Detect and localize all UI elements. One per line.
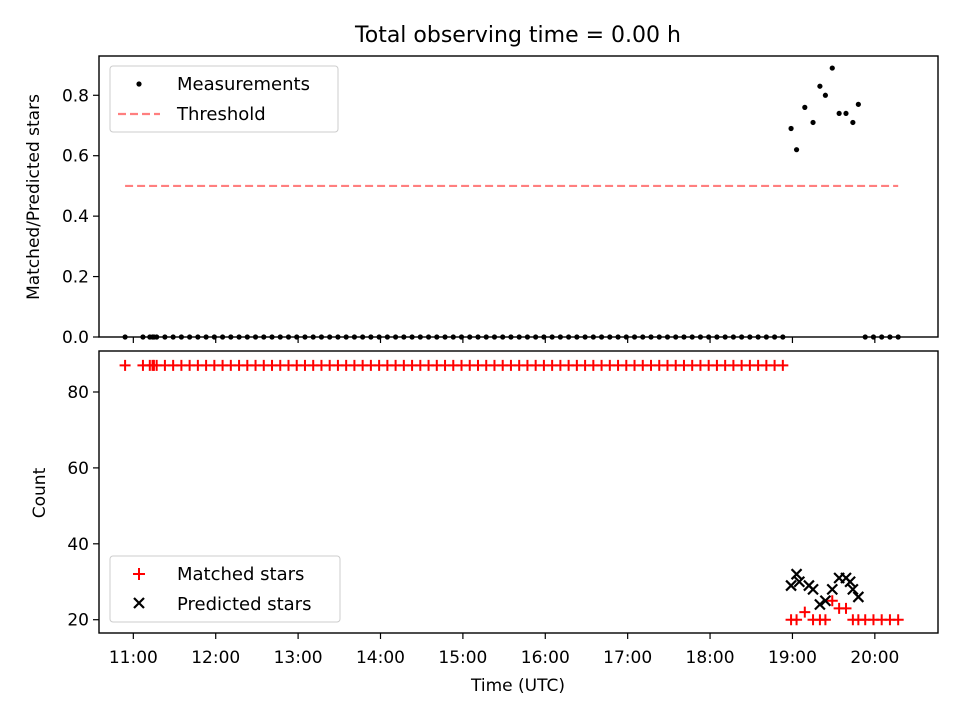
measurement-point xyxy=(850,119,856,126)
top-y-tick-label: 0.6 xyxy=(62,147,89,167)
top-y-tick-label: 0.8 xyxy=(62,86,89,106)
bottom-axes-frame xyxy=(98,350,939,634)
predicted-star-point xyxy=(790,568,803,580)
measurement-point xyxy=(802,104,808,110)
legend-threshold-label: Threshold xyxy=(176,104,266,125)
measurement-point xyxy=(788,125,794,132)
x-tick-label: 13:00 xyxy=(274,648,323,668)
matched-star-point xyxy=(840,602,852,614)
x-tick-label: 14:00 xyxy=(356,648,405,668)
top-legend: Measurements Threshold xyxy=(109,65,339,133)
predicted-star-point xyxy=(814,598,826,611)
predicted-star-point xyxy=(807,583,819,596)
predicted-star-point xyxy=(819,594,832,607)
predicted-star-point xyxy=(852,591,865,603)
x-tick-label: 18:00 xyxy=(686,648,735,668)
x-tick-label: 17:00 xyxy=(603,648,652,668)
bottom-y-axis-ticks: 20 40 60 80 xyxy=(67,383,99,631)
predicted-star-point xyxy=(844,575,856,588)
x-tick-label: 16:00 xyxy=(521,648,570,668)
bottom-legend: Matched stars Predicted stars xyxy=(109,555,341,623)
measurement-point xyxy=(843,110,849,117)
x-tick-label: 11:00 xyxy=(109,648,158,668)
matched-star-point xyxy=(791,614,803,626)
measurement-point xyxy=(829,65,835,71)
top-panel: Total observing time = 0.00 h Matched/Pr… xyxy=(24,23,939,348)
bottom-y-axis-label: Count xyxy=(30,467,50,518)
legend-predicted-stars-marker xyxy=(133,597,145,609)
legend-predicted-stars-label: Predicted stars xyxy=(177,594,311,615)
matched-star-point xyxy=(799,606,811,618)
x-axis-ticks: 11:00 12:00 13:00 14:00 15:00 16:00 17:00 18:00… xyxy=(109,633,899,668)
top-y-tick-label: 0.0 xyxy=(62,328,89,348)
bottom-y-tick-label: 20 xyxy=(67,611,89,631)
predicted-star-point xyxy=(785,579,797,592)
measurement-point xyxy=(793,147,800,153)
measurement-point xyxy=(836,110,842,117)
legend-measurements-label: Measurements xyxy=(177,74,310,95)
chart-title: Total observing time = 0.00 h xyxy=(354,23,681,48)
top-y-axis-ticks: 0.0 0.2 0.4 0.6 0.8 xyxy=(62,86,876,348)
top-y-tick-label: 0.2 xyxy=(62,268,89,288)
measurement-point xyxy=(855,101,861,107)
x-tick-label: 20:00 xyxy=(850,648,899,668)
measurement-point xyxy=(822,92,829,98)
matched-star-point xyxy=(777,359,789,371)
bottom-panel: Count Time (UTC) 20 40 60 80 11:00 12:00 13:0… xyxy=(30,350,939,696)
matched-star-point xyxy=(819,614,831,626)
top-legend-box xyxy=(109,65,339,133)
legend-matched-stars-label: Matched stars xyxy=(177,564,304,585)
top-y-axis-label: Matched/Predicted stars xyxy=(24,94,44,300)
predicted-star-point xyxy=(847,583,859,596)
bottom-y-tick-label: 80 xyxy=(67,383,89,403)
predicted-star-point xyxy=(826,583,839,596)
predicted-star-point xyxy=(793,575,806,588)
x-axis-label: Time (UTC) xyxy=(470,676,565,696)
legend-matched-stars-marker xyxy=(133,568,145,580)
matched-star-point xyxy=(892,614,904,626)
bottom-plot-area xyxy=(119,359,904,626)
legend-measurements-marker xyxy=(136,81,142,87)
matched-star-point xyxy=(119,359,131,371)
top-axes-frame xyxy=(98,55,939,338)
top-y-tick-label: 0.4 xyxy=(62,207,89,227)
bottom-y-tick-label: 60 xyxy=(67,459,89,479)
measurement-point xyxy=(817,83,823,89)
measurement-point xyxy=(810,119,816,126)
x-tick-label: 15:00 xyxy=(438,648,487,668)
x-tick-label: 12:00 xyxy=(191,648,240,668)
bottom-legend-box xyxy=(109,555,341,623)
bottom-y-tick-label: 40 xyxy=(67,535,89,555)
matched-star-point xyxy=(826,595,838,607)
x-tick-label: 19:00 xyxy=(768,648,817,668)
